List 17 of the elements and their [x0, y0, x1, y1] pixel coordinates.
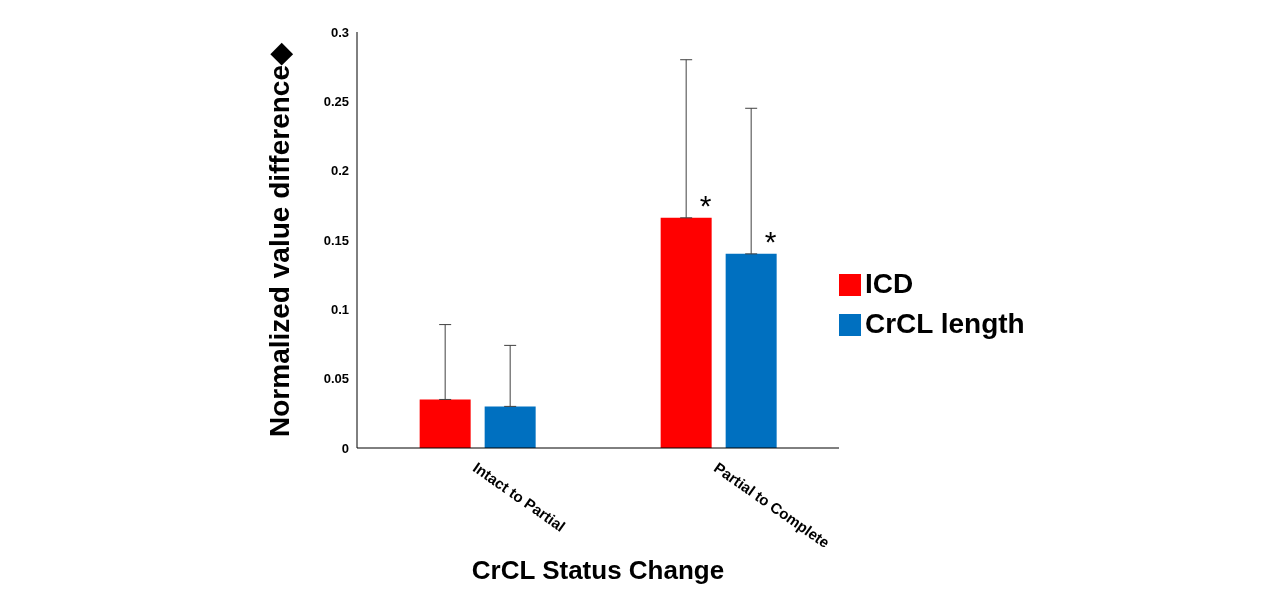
y-tick-label: 0.3 [330, 24, 349, 40]
y-tick-label: 0.05 [323, 371, 349, 387]
bar [725, 253, 777, 448]
annotation: * [699, 188, 712, 222]
y-tick-label: 0.15 [323, 232, 349, 248]
y-tick-label: 0.2 [330, 163, 349, 179]
y-tick-label: 0 [341, 440, 349, 456]
bar [419, 399, 471, 448]
x-axis-title: CrCL Status Change [471, 555, 725, 585]
y-axis-title: Normalized value difference◆ [263, 42, 295, 437]
bar [660, 217, 712, 448]
y-tick-label: 0.1 [330, 301, 349, 317]
annotation: * [764, 224, 777, 258]
legend-label: CrCL length [865, 307, 1025, 339]
legend-label: ICD [865, 267, 914, 299]
bar [484, 406, 536, 448]
y-tick-label: 0.25 [323, 93, 349, 109]
